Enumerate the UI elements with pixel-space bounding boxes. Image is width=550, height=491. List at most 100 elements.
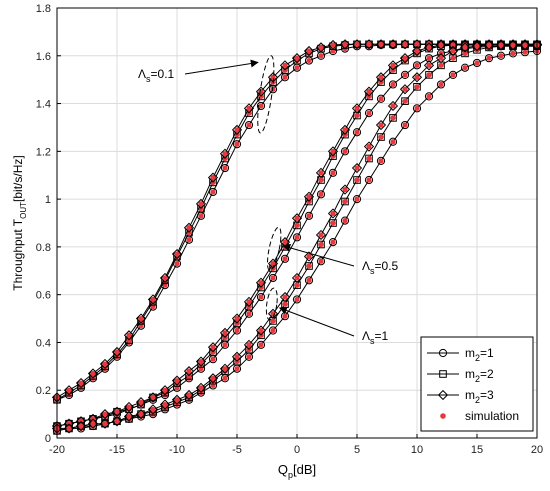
- simulation-point: [114, 418, 120, 424]
- simulation-point: [378, 74, 384, 80]
- y-tick-label: 0.6: [36, 290, 51, 302]
- simulation-point: [414, 105, 420, 111]
- data-marker: [363, 141, 375, 152]
- data-marker: [219, 148, 231, 159]
- simulation-point: [378, 122, 384, 128]
- data-marker: [339, 124, 351, 135]
- simulation-point: [438, 81, 444, 88]
- data-marker: [496, 51, 506, 60]
- simulation-point: [258, 342, 264, 348]
- annotation-arrow: [278, 306, 355, 337]
- simulation-point: [402, 55, 408, 61]
- data-marker: [365, 154, 373, 163]
- data-marker: [375, 72, 387, 83]
- x-axis-label: Qp[dB]: [278, 462, 316, 480]
- data-marker: [351, 39, 363, 50]
- simulation-point: [210, 189, 216, 195]
- data-marker: [75, 377, 87, 389]
- x-tick-label: 5: [354, 444, 360, 456]
- data-marker: [255, 86, 267, 97]
- simulation-point: [306, 277, 312, 283]
- simulation-point: [162, 387, 168, 393]
- data-marker: [292, 233, 302, 242]
- data-marker: [171, 375, 183, 386]
- simulation-point: [414, 74, 420, 80]
- data-marker: [63, 385, 75, 396]
- data-marker: [389, 114, 397, 122]
- simulation-point: [138, 315, 144, 322]
- x-tick-label: -5: [232, 444, 242, 456]
- data-marker: [291, 53, 303, 64]
- data-marker: [317, 240, 325, 249]
- data-marker: [207, 373, 219, 384]
- simulation-point: [510, 42, 516, 48]
- data-marker: [376, 156, 386, 165]
- data-marker: [304, 211, 314, 220]
- data-marker: [328, 238, 338, 247]
- legend-item: m2=2: [427, 367, 494, 384]
- data-marker: [159, 272, 171, 284]
- simulation-point: [318, 258, 324, 264]
- data-marker: [267, 308, 279, 319]
- data-marker: [147, 404, 159, 415]
- simulation-point: [78, 380, 84, 386]
- simulation-point: [66, 425, 72, 432]
- simulation-point: [282, 301, 288, 307]
- simulation-point: [366, 177, 372, 183]
- data-marker: [435, 53, 447, 64]
- data-marker: [315, 42, 327, 53]
- simulation-point: [186, 368, 192, 374]
- simulation-point: [174, 251, 180, 257]
- simulation-point: [114, 349, 120, 355]
- x-tick-label: -15: [109, 444, 125, 456]
- data-marker: [327, 208, 339, 219]
- data-marker: [304, 276, 314, 285]
- data-marker: [77, 422, 85, 430]
- data-marker: [423, 60, 435, 71]
- simulation-point: [306, 253, 312, 260]
- data-marker: [113, 407, 121, 416]
- simulation-point: [222, 366, 228, 372]
- simulation-point: [150, 394, 156, 400]
- legend-item: m2=1: [427, 346, 494, 363]
- data-marker: [243, 296, 255, 307]
- data-marker: [183, 389, 195, 401]
- data-marker: [111, 406, 123, 417]
- simulation-point: [354, 112, 360, 119]
- simulation-point: [246, 311, 252, 317]
- data-marker: [435, 39, 447, 51]
- data-marker: [244, 120, 254, 130]
- simulation-point: [318, 170, 324, 176]
- data-marker: [399, 53, 411, 64]
- legend-marker: [438, 348, 448, 358]
- data-marker: [231, 313, 243, 324]
- simulation-point: [282, 62, 288, 68]
- simulation-point: [354, 129, 360, 135]
- simulation-point: [294, 234, 300, 240]
- simulation-point: [150, 296, 156, 303]
- data-marker: [388, 80, 398, 89]
- simulation-point: [390, 139, 396, 145]
- simulation-point: [462, 50, 468, 56]
- data-marker: [305, 262, 313, 270]
- simulation-point: [126, 332, 132, 338]
- simulation-point: [198, 358, 204, 365]
- data-marker: [135, 409, 147, 420]
- data-marker: [387, 39, 399, 50]
- data-marker: [219, 327, 231, 338]
- simulation-point: [78, 423, 84, 429]
- x-tick-label: 10: [411, 444, 423, 456]
- simulation-point: [90, 370, 96, 377]
- data-marker: [291, 272, 303, 284]
- data-marker: [507, 39, 519, 51]
- simulation-point: [354, 41, 360, 47]
- simulation-point: [102, 411, 108, 417]
- simulation-point: [246, 122, 252, 128]
- data-marker: [327, 146, 339, 157]
- data-marker: [99, 418, 111, 429]
- data-marker: [195, 382, 207, 393]
- data-marker: [329, 219, 337, 227]
- simulation-point: [294, 55, 300, 61]
- annotation-ellipse: [267, 226, 282, 271]
- simulation-point: [366, 110, 372, 116]
